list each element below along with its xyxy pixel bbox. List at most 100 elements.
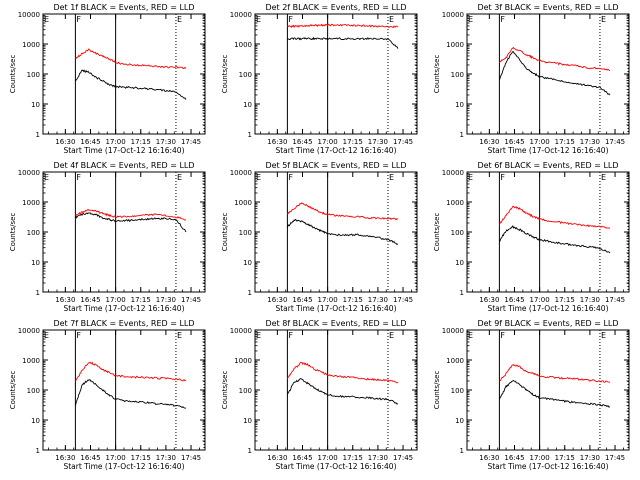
x-axis-label: Start Time (17-Oct-12 16:16:40) <box>63 462 184 471</box>
plot-frame <box>466 171 630 293</box>
series-events-line <box>287 377 399 405</box>
x-tick-label: 17:30 <box>368 138 388 146</box>
marker-E-left: E <box>256 173 261 182</box>
flare-marker-F: F <box>76 173 81 182</box>
flare-marker-F: F <box>500 15 505 24</box>
x-tick-label: 17:30 <box>156 138 176 146</box>
y-tick-label: 1000 <box>234 357 252 365</box>
y-axis-label: Counts/sec <box>433 55 441 94</box>
x-axis-label: Start Time (17-Oct-12 16:16:40) <box>63 146 184 155</box>
y-tick-label: 100 <box>451 387 464 395</box>
y-tick-label: 1000 <box>446 357 464 365</box>
x-tick-label: 16:45 <box>292 138 312 146</box>
y-tick-label: 10000 <box>442 11 464 19</box>
y-tick-label: 1000 <box>22 199 40 207</box>
flare-marker-F: F <box>500 173 505 182</box>
plot-frame <box>254 171 418 293</box>
marker-E-right: E <box>177 331 182 340</box>
x-tick-label: 17:15 <box>555 296 575 304</box>
panel-title: Det 1f BLACK = Events, RED = LLD <box>53 3 194 12</box>
y-tick-label: 1 <box>36 447 40 455</box>
x-tick-label: 17:45 <box>393 296 413 304</box>
plot-frame <box>466 13 630 135</box>
x-tick-label: 17:00 <box>530 454 550 462</box>
x-axis-label: Start Time (17-Oct-12 16:16:40) <box>487 146 608 155</box>
series-lld-line <box>286 202 399 221</box>
plot-frame <box>466 329 630 451</box>
y-tick-label: 10000 <box>230 11 252 19</box>
plot-frame <box>42 171 206 293</box>
series-events-line <box>75 212 187 233</box>
marker-E-right: E <box>389 15 394 24</box>
marker-E-right: E <box>389 173 394 182</box>
plot-frame <box>254 13 418 135</box>
marker-E-right: E <box>601 173 606 182</box>
x-tick-label: 17:00 <box>318 454 338 462</box>
y-tick-label: 10000 <box>442 169 464 177</box>
marker-E-left: E <box>44 331 49 340</box>
panel-det-6: Det 6f BLACK = Events, RED = LLD 1 10 100 10… <box>433 161 630 313</box>
y-tick-label: 1 <box>248 131 252 139</box>
marker-E-right: E <box>177 15 182 24</box>
y-tick-label: 1000 <box>234 199 252 207</box>
panel-title: Det 8f BLACK = Events, RED = LLD <box>265 319 406 328</box>
flare-marker-F: F <box>76 331 81 340</box>
series-lld-line <box>75 208 186 221</box>
flare-marker-F: F <box>500 331 505 340</box>
x-tick-label: 17:45 <box>181 138 201 146</box>
y-tick-label: 10000 <box>18 169 40 177</box>
y-tick-label: 10 <box>455 417 464 425</box>
x-tick-label: 16:30 <box>479 138 499 146</box>
y-tick-label: 10 <box>455 259 464 267</box>
x-tick-label: 17:15 <box>555 138 575 146</box>
y-axis-label: Counts/sec <box>221 213 229 252</box>
plot-frame <box>254 329 418 451</box>
flare-marker-F: F <box>288 15 293 24</box>
x-tick-label: 17:00 <box>106 296 126 304</box>
x-tick-label: 17:45 <box>393 454 413 462</box>
y-tick-label: 100 <box>27 229 40 237</box>
marker-E-left: E <box>468 15 473 24</box>
flare-marker-F: F <box>288 331 293 340</box>
x-tick-label: 17:00 <box>530 138 550 146</box>
series-events-line <box>499 225 611 254</box>
x-tick-label: 17:15 <box>343 454 363 462</box>
panel-title: Det 5f BLACK = Events, RED = LLD <box>265 161 406 170</box>
x-tick-label: 17:00 <box>106 138 126 146</box>
y-tick-label: 1 <box>36 289 40 297</box>
x-tick-label: 17:30 <box>580 138 600 146</box>
x-tick-label: 17:15 <box>555 454 575 462</box>
x-tick-label: 16:45 <box>80 296 100 304</box>
y-tick-label: 1 <box>36 131 40 139</box>
y-tick-label: 10 <box>31 259 40 267</box>
y-tick-label: 10 <box>243 417 252 425</box>
y-tick-label: 10000 <box>230 327 252 335</box>
panel-det-1: Det 1f BLACK = Events, RED = LLD 1 10 100 10… <box>9 3 206 155</box>
series-events-line <box>498 51 611 96</box>
panel-title: Det 3f BLACK = Events, RED = LLD <box>477 3 618 12</box>
panel-title: Det 4f BLACK = Events, RED = LLD <box>53 161 194 170</box>
panel-det-9: Det 9f BLACK = Events, RED = LLD 1 10 100 10… <box>433 319 630 471</box>
y-axis-label: Counts/sec <box>221 371 229 410</box>
panel-det-4: Det 4f BLACK = Events, RED = LLD 1 10 100 10… <box>9 161 206 313</box>
y-axis-label: Counts/sec <box>221 55 229 94</box>
y-tick-label: 10000 <box>18 327 40 335</box>
panel-title: Det 2f BLACK = Events, RED = LLD <box>265 3 406 12</box>
x-tick-label: 17:45 <box>605 454 625 462</box>
series-lld-line <box>74 48 187 69</box>
x-tick-label: 17:00 <box>530 296 550 304</box>
panel-title: Det 9f BLACK = Events, RED = LLD <box>477 319 618 328</box>
y-tick-label: 100 <box>239 387 252 395</box>
marker-E-left: E <box>256 15 261 24</box>
x-tick-label: 17:30 <box>368 454 388 462</box>
marker-E-left: E <box>468 173 473 182</box>
x-tick-label: 16:45 <box>292 454 312 462</box>
series-lld-line <box>499 364 611 383</box>
x-tick-label: 17:45 <box>605 296 625 304</box>
series-events-line <box>286 218 399 245</box>
x-tick-label: 16:30 <box>267 454 287 462</box>
x-axis-label: Start Time (17-Oct-12 16:16:40) <box>487 304 608 313</box>
x-tick-label: 17:15 <box>343 296 363 304</box>
x-tick-label: 17:15 <box>131 138 151 146</box>
marker-E-left: E <box>256 331 261 340</box>
